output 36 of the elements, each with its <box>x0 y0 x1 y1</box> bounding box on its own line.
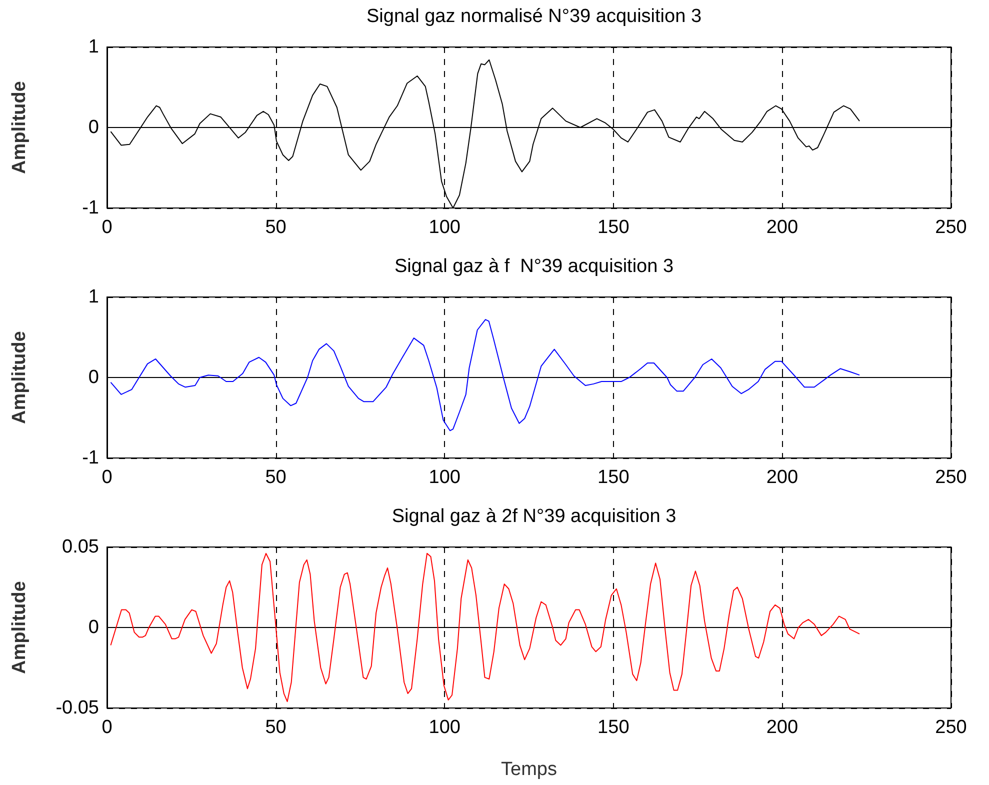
x-tick-label: 150 <box>598 217 630 238</box>
y-axis-title: Amplitude <box>9 581 30 674</box>
x-tick-label: 50 <box>265 217 286 238</box>
x-tick-label: 150 <box>598 717 630 738</box>
x-tick-label: 0 <box>102 467 112 488</box>
x-tick-label: 100 <box>428 467 460 488</box>
y-axis-title: Amplitude <box>9 331 30 424</box>
x-tick-label: 250 <box>935 217 967 238</box>
y-tick-label: -0.05 <box>56 698 99 718</box>
x-tick-label: 0 <box>102 717 112 738</box>
y-tick-label: 1 <box>88 286 99 308</box>
y-tick-label: -1 <box>82 448 99 468</box>
chart-title: Signal gaz normalisé N°39 acquisition 3 <box>366 6 702 27</box>
x-tick-label: 50 <box>265 467 286 488</box>
x-tick-label: 100 <box>428 717 460 738</box>
y-tick-label: 0 <box>88 117 99 138</box>
x-tick-label: 200 <box>766 217 798 238</box>
y-tick-label: 0.05 <box>62 536 99 558</box>
x-tick-label: 200 <box>766 467 798 488</box>
y-tick-label: 0 <box>88 367 99 388</box>
y-tick-label: 1 <box>88 36 99 58</box>
x-tick-label: 200 <box>766 717 798 738</box>
chart-title: Signal gaz à f N°39 acquisition 3 <box>394 256 674 277</box>
y-axis-title: Amplitude <box>9 81 30 174</box>
line-series <box>110 552 860 702</box>
y-tick-label: -1 <box>82 198 99 218</box>
x-tick-label: 0 <box>102 217 112 238</box>
x-axis-title: Temps <box>501 759 557 780</box>
y-tick-label: 0 <box>88 617 99 638</box>
x-tick-label: 100 <box>428 217 460 238</box>
x-tick-label: 250 <box>935 717 967 738</box>
x-tick-label: 50 <box>265 717 286 738</box>
x-tick-label: 250 <box>935 467 967 488</box>
line-series <box>110 319 860 432</box>
x-tick-label: 150 <box>598 467 630 488</box>
chart-title: Signal gaz à 2f N°39 acquisition 3 <box>392 506 676 527</box>
